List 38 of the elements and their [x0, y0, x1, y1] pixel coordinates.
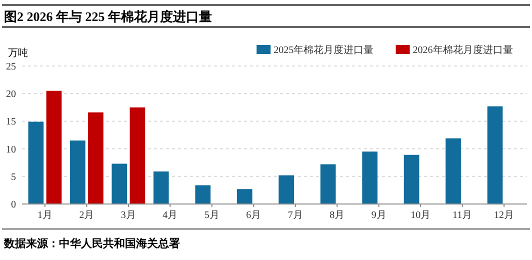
- legend-label: 2026年棉花月度进口量: [412, 44, 513, 56]
- bar: [446, 138, 461, 204]
- x-tick-label: 1月: [37, 210, 52, 221]
- bar: [70, 140, 86, 204]
- x-tick-label: 5月: [204, 210, 220, 221]
- bar: [28, 122, 44, 204]
- bar: [278, 175, 294, 204]
- bar: [46, 90, 62, 204]
- bar: [320, 164, 336, 204]
- bar: [236, 189, 252, 204]
- y-tick-label: 25: [6, 62, 16, 72]
- y-tick-label: 15: [6, 116, 16, 128]
- y-axis-title: 万吨: [8, 47, 28, 59]
- x-tick-label: 4月: [162, 210, 178, 221]
- bar: [153, 171, 169, 204]
- bar: [112, 164, 128, 204]
- y-tick-label: 0: [11, 200, 16, 210]
- x-tick-label: 11月: [452, 210, 472, 221]
- x-tick-label: 7月: [288, 210, 303, 221]
- bar: [362, 152, 378, 204]
- y-tick-label: 20: [6, 89, 16, 100]
- legend-label: 2025年棉花月度进口量: [274, 44, 374, 56]
- bar: [487, 106, 503, 204]
- x-tick-label: 8月: [330, 210, 345, 221]
- bar: [130, 107, 146, 204]
- x-tick-label: 9月: [371, 210, 386, 221]
- bar: [404, 154, 420, 204]
- x-tick-label: 3月: [120, 210, 136, 221]
- x-tick-label: 12月: [494, 210, 514, 221]
- bar: [195, 185, 211, 204]
- y-tick-label: 5: [11, 172, 16, 183]
- y-tick-label: 10: [6, 144, 16, 156]
- x-tick-label: 6月: [246, 210, 262, 221]
- source-note: 数据来源：中华人民共和国海关总署: [3, 237, 180, 250]
- bar: [88, 112, 104, 204]
- chart-title: 图2 2026 年与 225 年棉花月度进口量: [4, 9, 212, 24]
- x-tick-label: 10月: [410, 210, 431, 221]
- x-tick-label: 2月: [79, 210, 94, 221]
